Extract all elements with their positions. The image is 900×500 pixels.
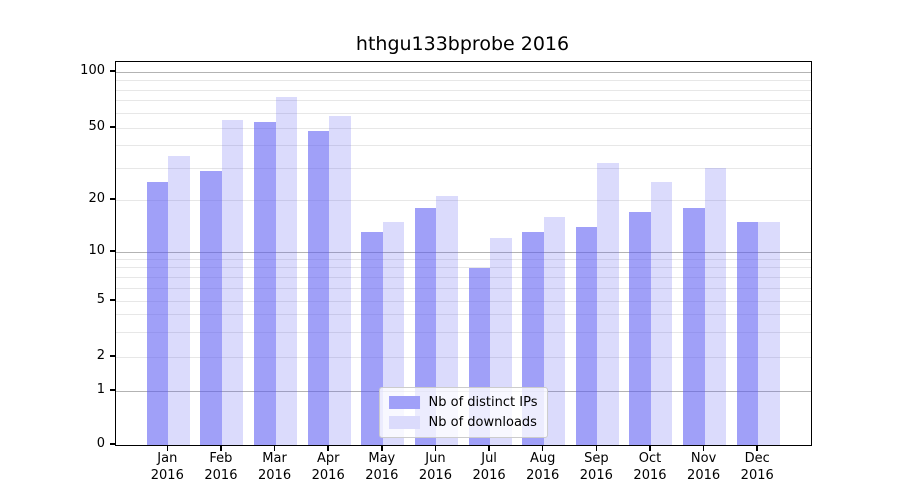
x-tick-label-nov: Nov 2016 <box>687 451 721 483</box>
y-tick-label-0: 0 <box>96 436 105 451</box>
bar-ips-may <box>361 232 383 445</box>
x-tick-label-jun: Jun 2016 <box>418 451 452 483</box>
bar-ips-feb <box>200 170 222 445</box>
legend-swatch-distinct-ips <box>388 396 420 409</box>
bar-downloads-mar <box>275 97 298 445</box>
legend-label-downloads: Nb of downloads <box>428 415 537 430</box>
x-tick-label-may: May 2016 <box>365 451 399 483</box>
bar-downloads-oct <box>650 182 673 445</box>
x-tick-mark-dec <box>756 446 758 451</box>
x-tick-mark-jan <box>166 446 169 451</box>
y-tick-label-5: 5 <box>96 292 105 307</box>
x-tick-mark-may <box>381 446 383 451</box>
y-tick-label-2: 2 <box>96 348 105 363</box>
gridline-7 <box>116 276 811 278</box>
bar-downloads-sep <box>597 163 619 445</box>
legend: Nb of distinct IPs Nb of downloads <box>378 387 549 438</box>
y-tick-label-20: 20 <box>88 191 105 206</box>
gridline-70 <box>116 100 811 102</box>
legend-swatch-downloads <box>388 416 420 429</box>
x-tick-label-oct: Oct 2016 <box>633 451 667 483</box>
x-tick-mark-jun <box>434 446 437 451</box>
bar-ips-mar <box>254 121 276 445</box>
x-tick-label-apr: Apr 2016 <box>311 451 345 483</box>
bar-downloads-jan <box>168 156 190 445</box>
x-tick-label-mar: Mar 2016 <box>258 451 292 483</box>
y-tick-label-50: 50 <box>88 119 105 134</box>
bar-downloads-jun <box>436 196 458 445</box>
bar-ips-jun <box>414 207 437 445</box>
gridline-30 <box>116 167 811 169</box>
gridline-60 <box>116 112 811 114</box>
x-tick-mark-apr <box>327 446 329 451</box>
gridline-8 <box>116 267 811 269</box>
gridline-50 <box>116 127 811 129</box>
plot-area: Nb of distinct IPs Nb of downloads <box>115 61 812 446</box>
x-tick-label-feb: Feb 2016 <box>204 451 238 483</box>
y-tick-label-1: 1 <box>96 382 105 397</box>
y-tick-label-10: 10 <box>88 243 105 258</box>
x-tick-mark-sep <box>595 446 598 451</box>
gridline-6 <box>116 287 811 289</box>
gridline-9 <box>116 258 811 260</box>
y-tick-mark-50 <box>110 126 115 128</box>
bar-ips-dec <box>736 221 759 445</box>
bar-ips-sep <box>575 226 598 445</box>
chart-title: hthgu133bprobe 2016 <box>355 33 570 55</box>
legend-item-distinct-ips: Nb of distinct IPs <box>388 395 538 410</box>
gridline-40 <box>116 145 811 147</box>
x-tick-label-aug: Aug 2016 <box>526 451 560 483</box>
x-tick-label-dec: Dec 2016 <box>740 451 774 483</box>
gridline-5 <box>116 300 811 302</box>
gridline-2 <box>116 356 811 358</box>
legend-item-downloads: Nb of downloads <box>388 415 538 430</box>
y-tick-mark-20 <box>110 198 115 200</box>
bar-downloads-aug <box>543 216 566 445</box>
gridline-90 <box>116 80 811 81</box>
bar-downloads-apr <box>329 116 351 445</box>
bar-downloads-feb <box>221 120 244 445</box>
y-tick-mark-2 <box>110 355 115 357</box>
x-tick-mark-feb <box>220 446 222 451</box>
x-tick-mark-jul <box>488 446 490 451</box>
y-tick-mark-0 <box>110 443 115 445</box>
x-tick-label-sep: Sep 2016 <box>579 451 613 483</box>
gridline-3 <box>116 331 811 333</box>
gridline-4 <box>116 314 811 316</box>
gridline-100 <box>116 71 811 73</box>
bar-ips-jan <box>146 182 169 445</box>
y-tick-mark-5 <box>110 299 115 301</box>
bar-ips-nov <box>683 207 705 445</box>
gridline-20 <box>116 199 811 201</box>
x-tick-mark-aug <box>541 446 544 451</box>
y-tick-mark-100 <box>110 70 115 72</box>
x-tick-label-jul: Jul 2016 <box>472 451 506 483</box>
gridline-80 <box>116 89 811 91</box>
legend-label-distinct-ips: Nb of distinct IPs <box>428 395 538 410</box>
bar-ips-oct <box>629 212 651 445</box>
y-tick-mark-1 <box>110 389 115 391</box>
gridline-10 <box>116 251 811 253</box>
y-tick-label-100: 100 <box>80 63 105 78</box>
y-tick-mark-10 <box>110 250 115 252</box>
x-tick-label-jan: Jan 2016 <box>150 451 184 483</box>
x-tick-mark-oct <box>649 446 651 451</box>
x-tick-mark-nov <box>702 446 705 451</box>
bar-downloads-nov <box>704 168 727 445</box>
bar-downloads-dec <box>758 221 780 445</box>
bar-ips-apr <box>307 131 330 445</box>
x-tick-mark-mar <box>273 446 276 451</box>
